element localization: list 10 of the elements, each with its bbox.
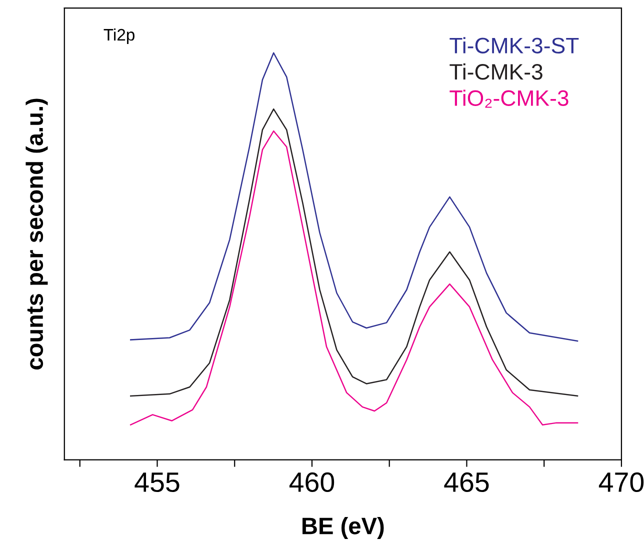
text: Ti2p [104,28,134,44]
text: Ti-CMK-3 [450,63,542,80]
x-axis-title: BE (eV) [302,516,384,540]
text: Ti-CMK-3-ST [450,37,579,54]
y-axis-title: counts per second (a.u.) [26,98,48,370]
x-tick-label: 460 [289,472,334,492]
x-tick-label: 470 [598,472,644,492]
text: TiO₂-CMK-3 [450,90,568,108]
x-tick-label: 465 [444,472,489,492]
x-tick-label: 455 [134,472,180,492]
